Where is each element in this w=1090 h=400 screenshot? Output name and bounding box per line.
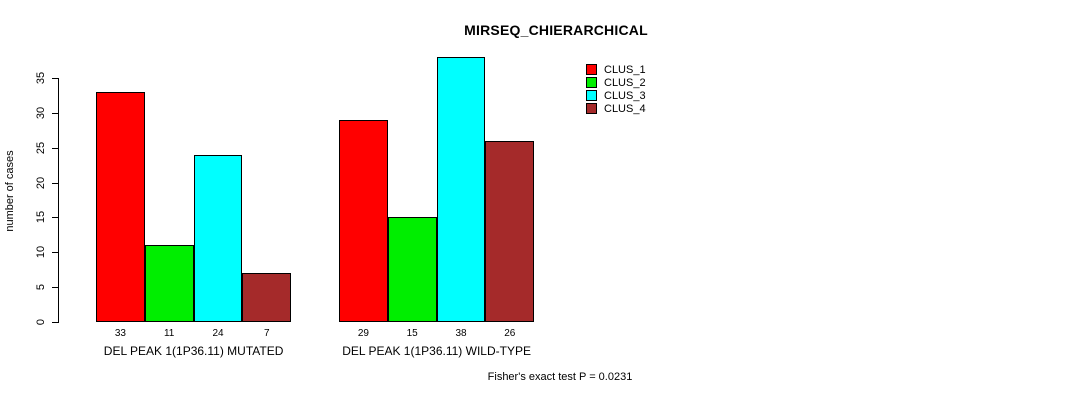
legend-entry-clus_3: CLUS_3 xyxy=(586,89,646,102)
bar-value-label: 11 xyxy=(163,328,175,339)
y-axis-line xyxy=(58,78,59,323)
y-axis-tick xyxy=(52,147,58,149)
bar-value-label: 38 xyxy=(455,328,467,339)
legend-label: CLUS_2 xyxy=(604,76,646,89)
y-axis-tick-label: 0 xyxy=(35,318,47,326)
legend-entry-clus_2: CLUS_2 xyxy=(586,76,646,89)
y-axis-tick xyxy=(52,112,58,114)
bar-value-label: 15 xyxy=(406,328,418,339)
bar-value-label: 29 xyxy=(357,328,369,339)
bar-clus_2 xyxy=(144,245,194,322)
bar-clus_3 xyxy=(193,154,243,322)
y-axis-tick-label: 30 xyxy=(35,106,47,120)
legend-swatch-icon xyxy=(586,90,597,101)
y-axis-tick-label: 15 xyxy=(35,211,47,224)
bar-clus_2 xyxy=(387,217,437,322)
legend-label: CLUS_4 xyxy=(604,102,646,115)
y-axis-tick xyxy=(52,287,58,289)
legend-label: CLUS_1 xyxy=(604,63,646,76)
legend: CLUS_1 CLUS_2 CLUS_3 CLUS_4 xyxy=(586,63,646,115)
legend-entry-clus_4: CLUS_4 xyxy=(586,102,646,115)
y-axis-tick-label: 10 xyxy=(35,246,47,259)
y-axis-tick xyxy=(52,182,58,184)
y-axis-label: number of cases xyxy=(4,150,16,232)
bar-clus_1 xyxy=(339,119,388,322)
y-axis-tick xyxy=(52,217,58,219)
y-axis-tick-label: 20 xyxy=(35,176,47,189)
bar-clus_4 xyxy=(485,140,535,322)
chart-title: MIRSEQ_CHIERARCHICAL xyxy=(464,22,648,38)
fisher-test-annotation: Fisher's exact test P = 0.0231 xyxy=(487,371,633,383)
bar-clus_4 xyxy=(242,273,292,322)
legend-label: CLUS_3 xyxy=(604,89,646,102)
bar-value-label: 7 xyxy=(264,328,270,339)
y-axis-tick xyxy=(52,78,58,80)
legend-swatch-icon xyxy=(586,64,597,75)
y-axis-tick-label: 5 xyxy=(35,284,47,291)
bar-clus_3 xyxy=(436,57,486,322)
y-axis-tick xyxy=(52,322,58,323)
category-label: DEL PEAK 1(1P36.11) MUTATED xyxy=(103,344,284,358)
y-axis-tick-label: 25 xyxy=(35,141,47,154)
legend-swatch-icon xyxy=(586,103,597,114)
bar-value-label: 26 xyxy=(504,328,516,339)
bar-clus_1 xyxy=(96,91,145,322)
y-axis-tick xyxy=(52,252,58,254)
category-label: DEL PEAK 1(1P36.11) WILD-TYPE xyxy=(342,344,531,358)
legend-entry-clus_1: CLUS_1 xyxy=(586,63,646,76)
y-axis-tick-label: 35 xyxy=(35,71,47,85)
bar-value-label: 24 xyxy=(212,328,224,339)
bar-value-label: 33 xyxy=(114,328,126,339)
legend-swatch-icon xyxy=(586,77,597,88)
